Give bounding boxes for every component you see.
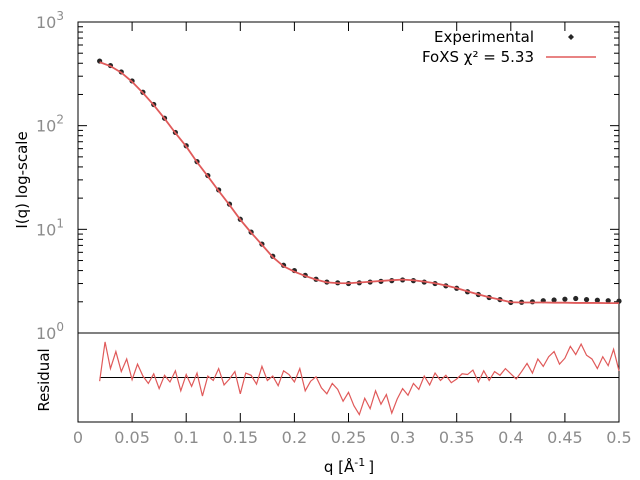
x-tick-label: 0.2 bbox=[282, 428, 307, 447]
y-tick-label-exp: 1 bbox=[56, 216, 64, 230]
legend-label-fit: FoXS χ² = 5.33 bbox=[422, 48, 534, 66]
x-ticks: 0 0.05 0.1 0.15 0.2 0.25 0.3 0.35 0.4 0.45 0.5 bbox=[73, 22, 632, 447]
y-tick-label-base: 10 bbox=[36, 220, 56, 239]
x-axis-title-base: q [Å bbox=[324, 457, 355, 476]
experimental-point bbox=[594, 297, 600, 303]
legend-marker-experimental bbox=[568, 34, 574, 40]
experimental-points bbox=[97, 58, 622, 306]
x-tick-label: 0.15 bbox=[222, 428, 258, 447]
fit-line bbox=[99, 61, 619, 305]
x-tick-label: 0.05 bbox=[114, 428, 150, 447]
x-tick-label: 0.4 bbox=[498, 428, 523, 447]
y-tick-label-exp: 2 bbox=[56, 113, 64, 127]
y-tick-label-base: 10 bbox=[36, 324, 56, 343]
x-axis-title-exp: -1 bbox=[354, 456, 365, 469]
y-tick-label: 101 bbox=[36, 216, 64, 239]
y-axis-title-intensity: I(q) log-scale bbox=[13, 131, 31, 228]
x-tick-label: 0.3 bbox=[390, 428, 415, 447]
x-axis-title: q [Å-1] bbox=[324, 456, 374, 476]
x-tick-label: 0.45 bbox=[547, 428, 583, 447]
y-tick-label-exp: 3 bbox=[56, 9, 64, 23]
y-axis-title-residual: Residual bbox=[35, 348, 53, 411]
x-tick-label: 0.35 bbox=[439, 428, 475, 447]
y-tick-label-base: 10 bbox=[36, 13, 56, 32]
experimental-point bbox=[605, 298, 611, 304]
x-tick-label: 0.1 bbox=[173, 428, 198, 447]
y-tick-label: 103 bbox=[36, 9, 64, 32]
experimental-point bbox=[551, 297, 557, 303]
intensity-series bbox=[97, 58, 622, 306]
residual-panel: 0 0.05 0.1 0.15 0.2 0.25 0.3 0.35 0.4 0.45 0.5 bbox=[73, 22, 632, 447]
experimental-point bbox=[562, 296, 568, 302]
legend-label-experimental: Experimental bbox=[434, 28, 534, 46]
experimental-point bbox=[573, 295, 579, 302]
intensity-panel-frame bbox=[77, 21, 620, 334]
legend-diamond bbox=[568, 34, 574, 40]
x-tick-label: 0 bbox=[73, 428, 83, 447]
intensity-plot-border bbox=[77, 21, 620, 334]
y-tick-label: 100 bbox=[36, 320, 64, 343]
x-tick-label: 0.25 bbox=[331, 428, 367, 447]
y-tick-label-exp: 0 bbox=[56, 320, 64, 334]
y-tick-label-base: 10 bbox=[36, 117, 56, 136]
residual-line bbox=[99, 341, 620, 417]
y-tick-label: 102 bbox=[36, 113, 64, 136]
residual-series bbox=[99, 341, 620, 417]
experimental-point bbox=[583, 296, 590, 303]
x-axis-title-close: ] bbox=[368, 458, 374, 476]
x-tick-label: 0.5 bbox=[606, 428, 631, 447]
legend: Experimental FoXS χ² = 5.33 bbox=[422, 28, 596, 66]
